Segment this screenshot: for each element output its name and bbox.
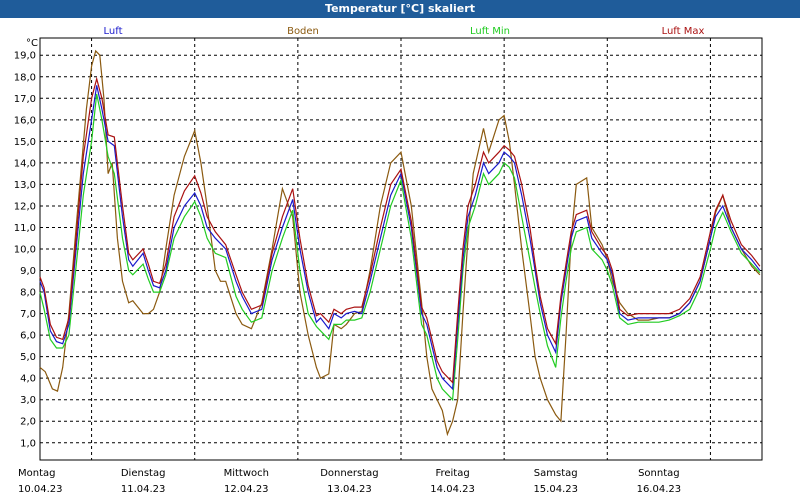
day-name-label: Dienstag [121, 468, 166, 479]
y-tick-label: 11,0 [14, 223, 36, 234]
day-name-label: Samstag [534, 468, 578, 479]
day-date-label: 14.04.23 [430, 484, 475, 495]
day-date-label: 16.04.23 [637, 484, 682, 495]
temperature-chart: 1,0 2,0 3,0 4,0 5,0 6,0 7,0 8,0 9,0 10,0 11,0 12,0 1… [14, 26, 763, 495]
day-date-label: 13.04.23 [327, 484, 372, 495]
y-tick-label: 3,0 [20, 395, 36, 406]
series-lines [39, 49, 761, 437]
day-labels: Montag 10.04.23 Dienstag 11.04.23 Mittwoch 12… [18, 468, 681, 495]
y-tick-label: 10,0 [14, 245, 36, 256]
day-name-label: Donnerstag [320, 468, 378, 479]
day-date-label: 11.04.23 [121, 484, 166, 495]
y-tick-label: 7,0 [20, 309, 36, 320]
y-axis-unit: °C [26, 38, 38, 49]
day-date-label: 10.04.23 [18, 484, 63, 495]
y-tick-label: 12,0 [14, 201, 36, 212]
legend-item: Boden [287, 26, 319, 37]
y-tick-label: 1,0 [20, 438, 36, 449]
y-tick-labels: 1,0 2,0 3,0 4,0 5,0 6,0 7,0 8,0 9,0 10,0 11,0 12,0 1… [14, 51, 36, 450]
y-tick-label: 13,0 [14, 180, 36, 191]
y-tick-label: 8,0 [20, 288, 36, 299]
y-tick-label: 2,0 [20, 417, 36, 428]
y-tick-label: 14,0 [14, 158, 36, 169]
y-tick-label: 9,0 [20, 266, 36, 277]
day-name-label: Sonntag [638, 468, 680, 479]
day-date-label: 12.04.23 [224, 484, 269, 495]
series-line-luft-max [39, 76, 761, 384]
legend-item: Luft Max [662, 26, 705, 37]
window-title: Temperatur [°C] skaliert [0, 0, 800, 18]
y-tick-label: 15,0 [14, 137, 36, 148]
y-tick-label: 5,0 [20, 352, 36, 363]
day-name-label: Montag [18, 468, 55, 479]
series-line-luft-min [39, 93, 761, 402]
series-line-luft [39, 85, 761, 391]
gridlines [40, 38, 762, 460]
day-name-label: Freitag [435, 468, 469, 479]
day-date-label: 15.04.23 [533, 484, 578, 495]
y-tick-label: 19,0 [14, 51, 36, 62]
legend-item: Luft Min [470, 26, 510, 37]
y-tick-label: 17,0 [14, 94, 36, 105]
y-tick-label: 6,0 [20, 331, 36, 342]
day-name-label: Mittwoch [224, 468, 269, 479]
series-line-boden [39, 49, 761, 437]
legend: Luft Boden Luft Min Luft Max [104, 26, 705, 37]
legend-item: Luft [104, 26, 123, 37]
y-tick-label: 18,0 [14, 72, 36, 83]
y-tick-label: 4,0 [20, 374, 36, 385]
y-tick-label: 16,0 [14, 115, 36, 126]
